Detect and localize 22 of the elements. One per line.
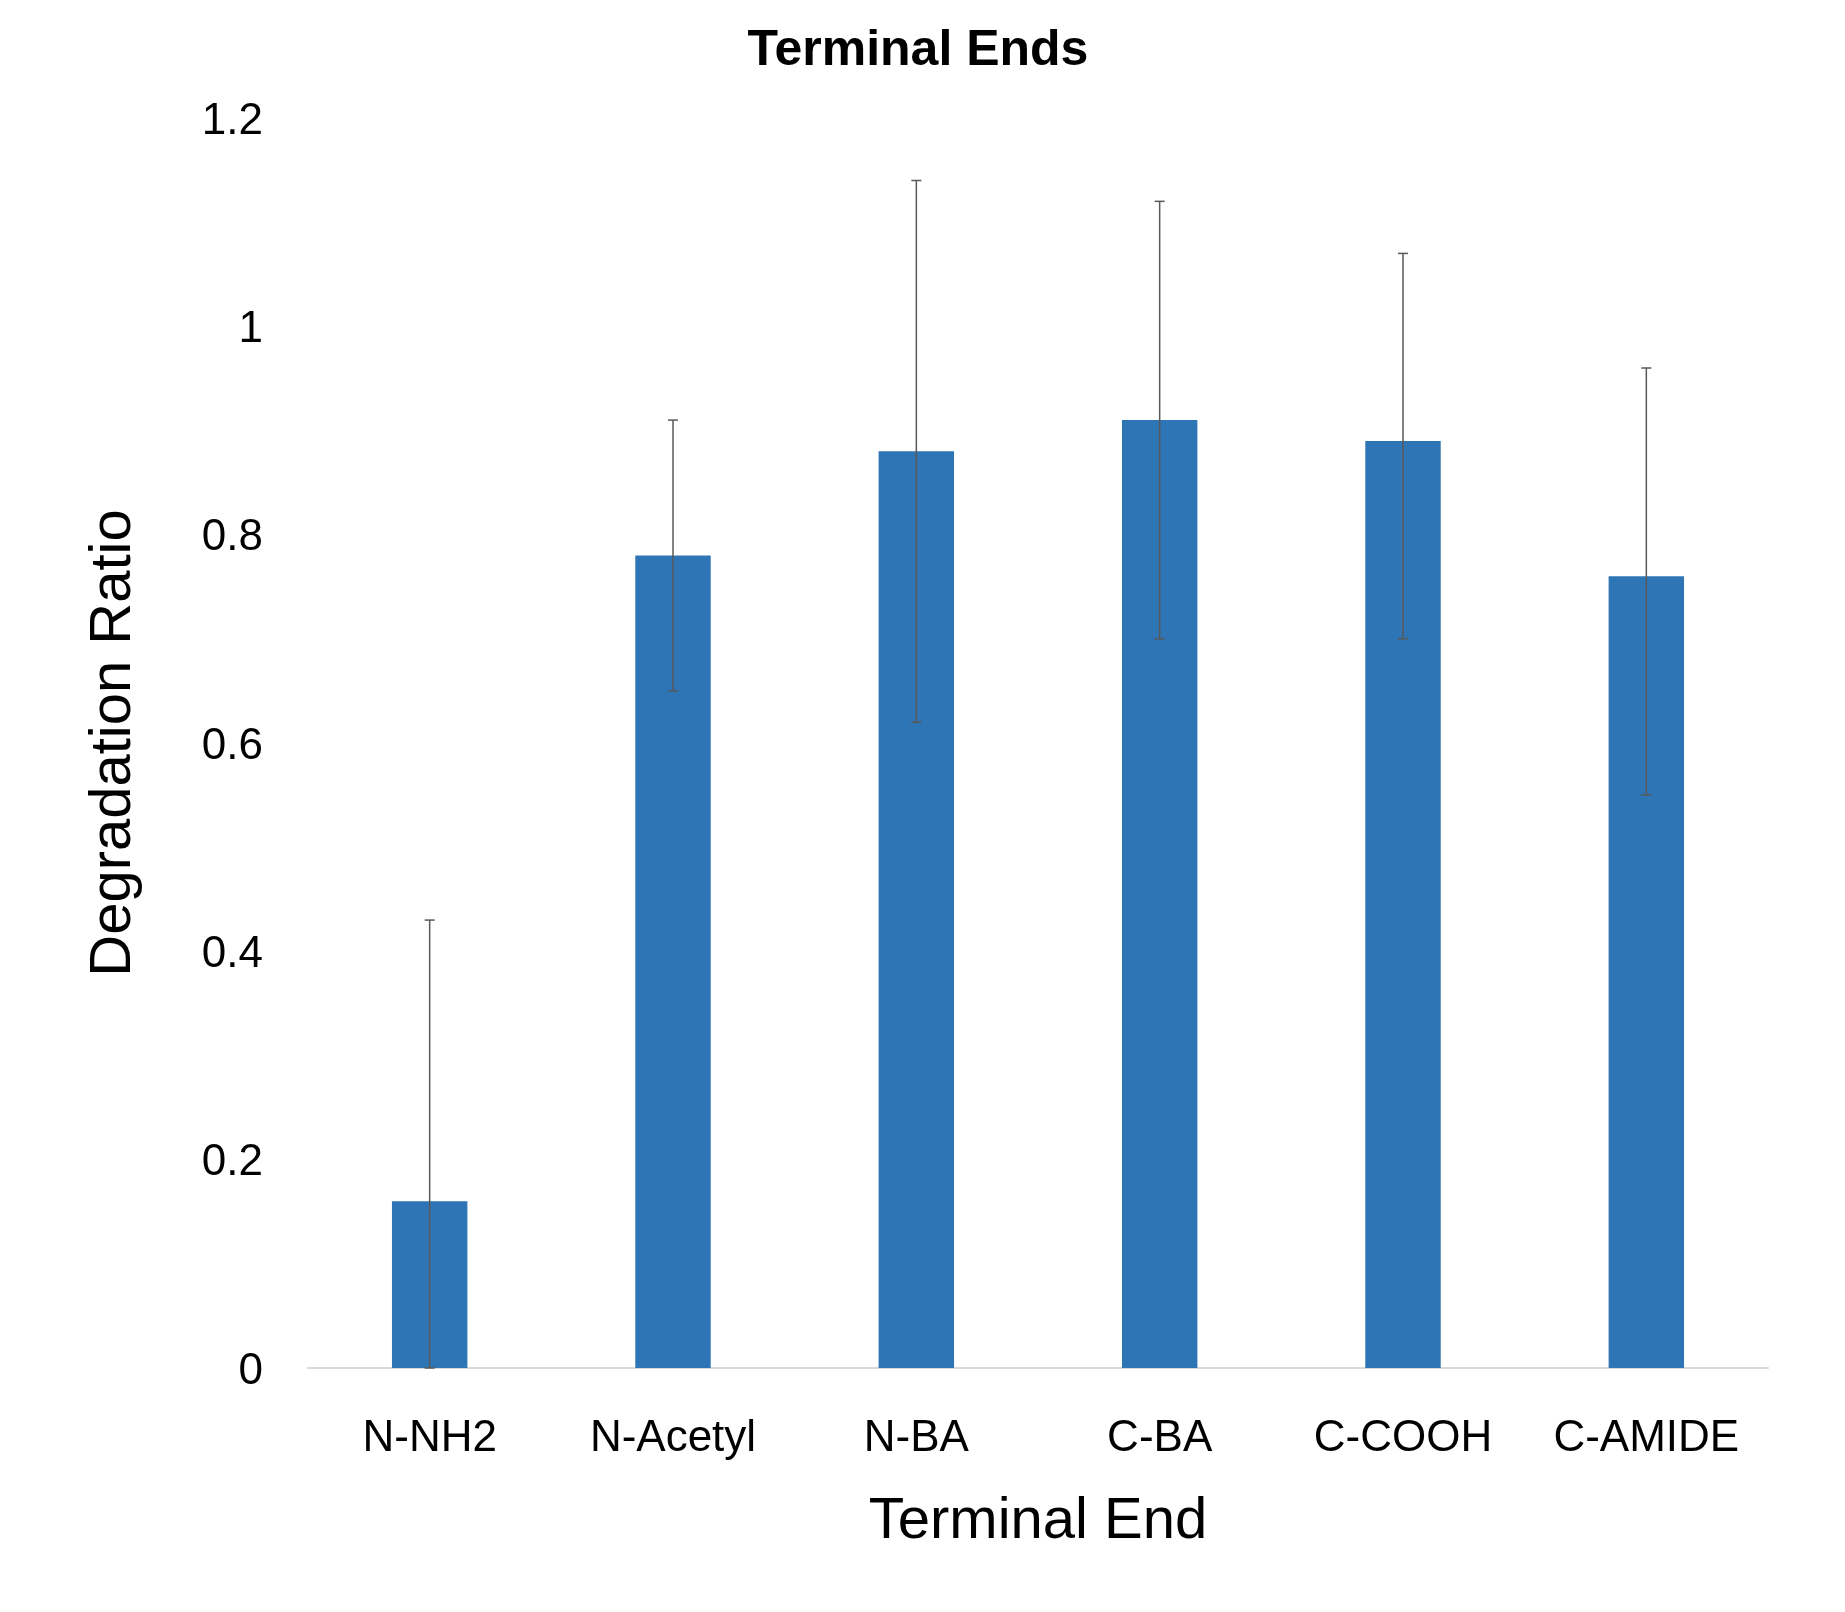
x-tick-label: C-AMIDE (1553, 1410, 1740, 1460)
bar (1121, 420, 1198, 1368)
y-tick-label: 1.2 (201, 93, 263, 143)
y-axis-title: Degradation Ratio (76, 509, 142, 977)
bar (635, 555, 711, 1368)
y-tick-label: 0.2 (201, 1135, 263, 1185)
x-tick-label: N-Acetyl (589, 1410, 757, 1460)
bar (878, 451, 955, 1368)
y-tick-label: 0.6 (201, 718, 263, 768)
x-tick-label: C-COOH (1313, 1410, 1493, 1460)
bar (391, 1201, 468, 1368)
bar (1608, 576, 1685, 1368)
y-tick-label: 1 (238, 301, 263, 351)
x-axis-title: Terminal End (868, 1484, 1208, 1550)
chart-title: Terminal Ends (747, 20, 1089, 76)
bar (1365, 440, 1441, 1368)
x-tick-label: N-NH2 (362, 1410, 497, 1460)
x-tick-label: N-BA (863, 1410, 970, 1460)
y-tick-label: 0.4 (201, 926, 263, 976)
x-tick-label: C-BA (1107, 1410, 1213, 1460)
y-tick-label: 0.8 (201, 510, 263, 560)
y-tick-label: 0 (238, 1343, 263, 1393)
